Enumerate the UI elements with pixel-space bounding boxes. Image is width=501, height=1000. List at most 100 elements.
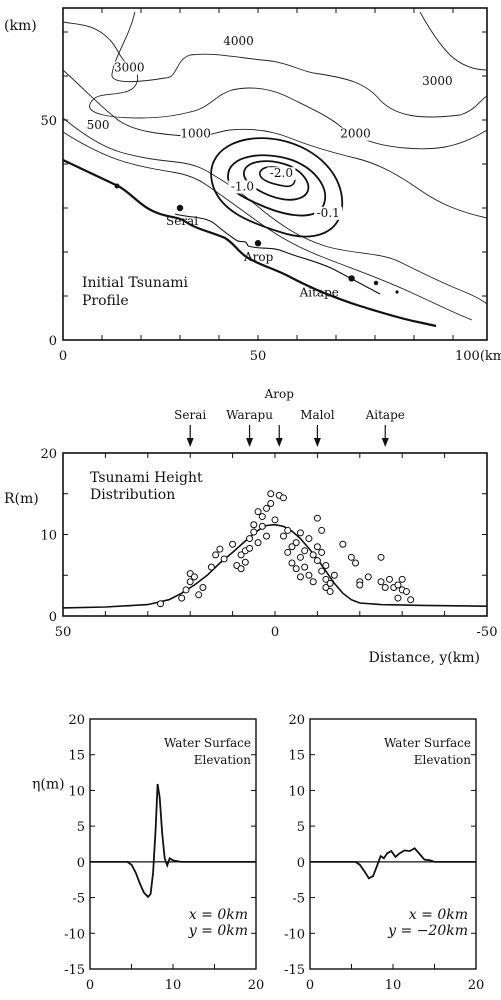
ts-ytick-label: -5 (72, 892, 85, 907)
islet (395, 290, 399, 294)
observed-point (364, 573, 372, 581)
scatter-xtick-label: 0 (271, 625, 279, 640)
scatter-xtick-label: 50 (55, 625, 72, 640)
scatter-ytick-label: 0 (49, 610, 57, 625)
observed-point (407, 596, 415, 604)
depth-contour-label: 2000 (340, 127, 371, 141)
scatter-ytick-label: 10 (40, 529, 57, 544)
map-frame (62, 7, 488, 341)
ts-ytick-label: 5 (297, 820, 305, 835)
observed-point (394, 594, 402, 602)
ts-title-line-2: Elevation (414, 753, 472, 767)
contour-label-bg (83, 118, 114, 132)
contour-1000 (62, 117, 488, 305)
observed-point (309, 551, 317, 559)
observed-point (250, 521, 258, 529)
observed-point (182, 586, 190, 594)
village-label: Aitape (365, 408, 405, 422)
observed-point (199, 583, 207, 591)
contour-label-bg (340, 127, 371, 141)
ts-ytick-label: 10 (68, 784, 85, 799)
place-marker (176, 204, 184, 212)
observed-point (322, 561, 330, 569)
elevation-series-line (90, 783, 256, 899)
observed-point (220, 555, 228, 563)
ts-xtick-label: 10 (385, 978, 402, 993)
ts-annotation-line-1: x = 0km (409, 907, 468, 923)
village-label: Warapu (226, 408, 273, 422)
ts-ytick-label: 10 (288, 784, 305, 799)
observed-point (263, 504, 271, 512)
observed-point (254, 539, 262, 547)
observed-point (246, 535, 254, 543)
contour-label-bg (223, 35, 254, 49)
place-label: Arop (243, 250, 274, 264)
depth-contour-label: 3000 (114, 61, 145, 75)
observed-point (284, 548, 292, 556)
observed-point (292, 565, 300, 573)
observed-point (385, 575, 393, 583)
observed-point (212, 551, 220, 559)
place-marker (254, 240, 262, 247)
observed-point (229, 540, 237, 548)
village-label: Malol (300, 408, 335, 422)
map-xtick-label: 0 (59, 349, 67, 364)
contour-label-bg (422, 74, 453, 88)
observed-point (326, 579, 334, 587)
observed-point (216, 545, 224, 553)
observed-point (313, 557, 321, 565)
observed-point (381, 583, 389, 591)
observed-point (190, 573, 198, 581)
map-panel: 0 50 100(km) 0 50 (km) 4000 3000 3000 2000 1000 500… (4, 7, 501, 364)
tsunami-contour-peak (259, 166, 296, 188)
observed-point (356, 581, 364, 589)
observed-point (377, 553, 385, 561)
observed-point (288, 559, 296, 567)
contour-label-bg (228, 180, 257, 194)
depth-contour-label: 500 (87, 118, 110, 132)
village-label: Arop (264, 387, 295, 401)
observed-point (254, 508, 262, 516)
ts-annotation-line-2: y = −20km (387, 923, 468, 939)
observed-point (330, 571, 338, 579)
map-ytick-label: 50 (40, 114, 57, 129)
map-title-line-1: Initial Tsunami (82, 275, 189, 291)
observed-point (318, 567, 326, 575)
depth-contour-label: 1000 (180, 127, 211, 141)
observed-point (195, 591, 203, 599)
observed-point (263, 532, 271, 540)
village-arrow-head (313, 438, 321, 447)
scatter-title-line-1: Tsunami Height (90, 470, 203, 486)
observed-point (237, 551, 245, 559)
observed-point (279, 532, 287, 540)
ts-title-line-1: Water Surface (384, 736, 471, 750)
observed-point (157, 600, 165, 608)
observed-point (309, 578, 317, 586)
ts-ytick-label: 20 (288, 713, 305, 728)
observed-point (352, 559, 360, 567)
observed-point (246, 544, 254, 552)
elevation-series-line (310, 847, 476, 880)
observed-point (284, 526, 292, 534)
map-xaxis-unit: 100(km) (455, 349, 501, 364)
observed-point (237, 565, 245, 573)
observed-point (322, 575, 330, 583)
ts-xtick-label: 20 (248, 978, 265, 993)
contour-label-bg (267, 167, 296, 181)
ts-ylabel: η(m) (32, 776, 65, 792)
observed-point (402, 588, 410, 596)
observed-point (305, 535, 313, 543)
map-ytick-label: 0 (49, 334, 57, 349)
observed-point (318, 526, 326, 534)
observed-point (301, 563, 309, 571)
observed-point (305, 571, 313, 579)
scatter-title-line-2: Distribution (90, 487, 175, 503)
observed-point (394, 581, 402, 589)
contour-3000-east (419, 11, 488, 71)
observed-point (318, 548, 326, 556)
contour-4000 (111, 11, 488, 118)
shore-outline (247, 245, 381, 295)
coastline (62, 159, 437, 328)
ts-title-line-2: Elevation (194, 753, 252, 767)
